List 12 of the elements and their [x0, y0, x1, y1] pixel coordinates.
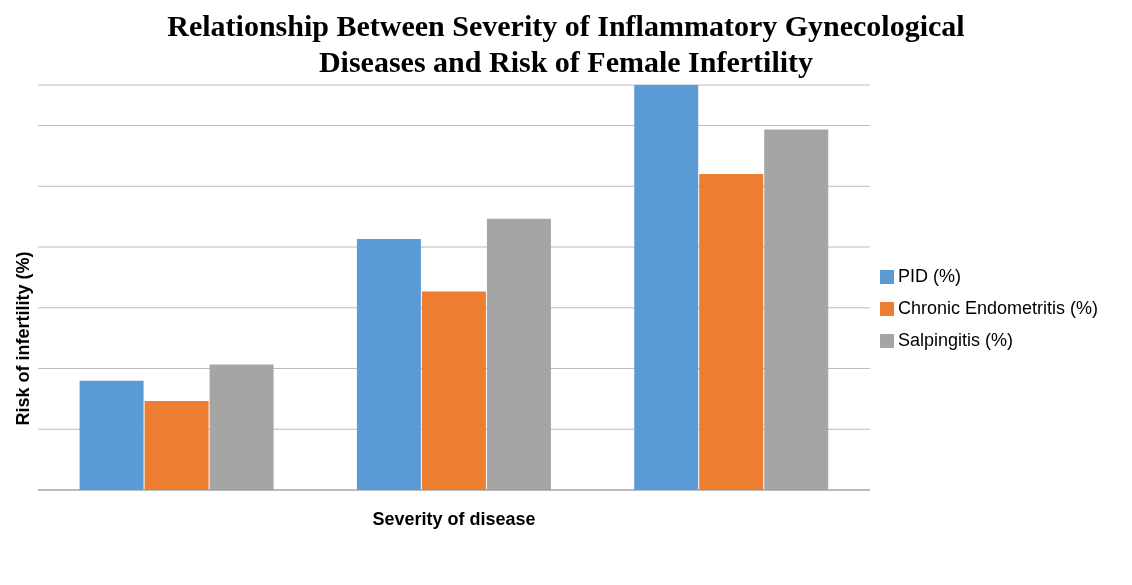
bar	[421, 291, 486, 490]
bar	[699, 174, 764, 490]
bar	[356, 238, 421, 490]
bar	[144, 400, 209, 490]
legend-label: PID (%)	[897, 265, 961, 286]
legend-label: Salpingitis (%)	[897, 329, 1013, 350]
legend-label: Chronic Endometritis (%)	[897, 297, 1098, 318]
bar	[634, 85, 699, 490]
y-axis-title: Risk of infertility (%)	[12, 250, 34, 426]
x-axis-title: Severity of disease	[372, 509, 536, 529]
chart-title: Relationship Between Severity of Inflammatory Gynecological Diseases and Risk of Female Infertility	[166, 8, 966, 80]
bar	[79, 380, 144, 490]
